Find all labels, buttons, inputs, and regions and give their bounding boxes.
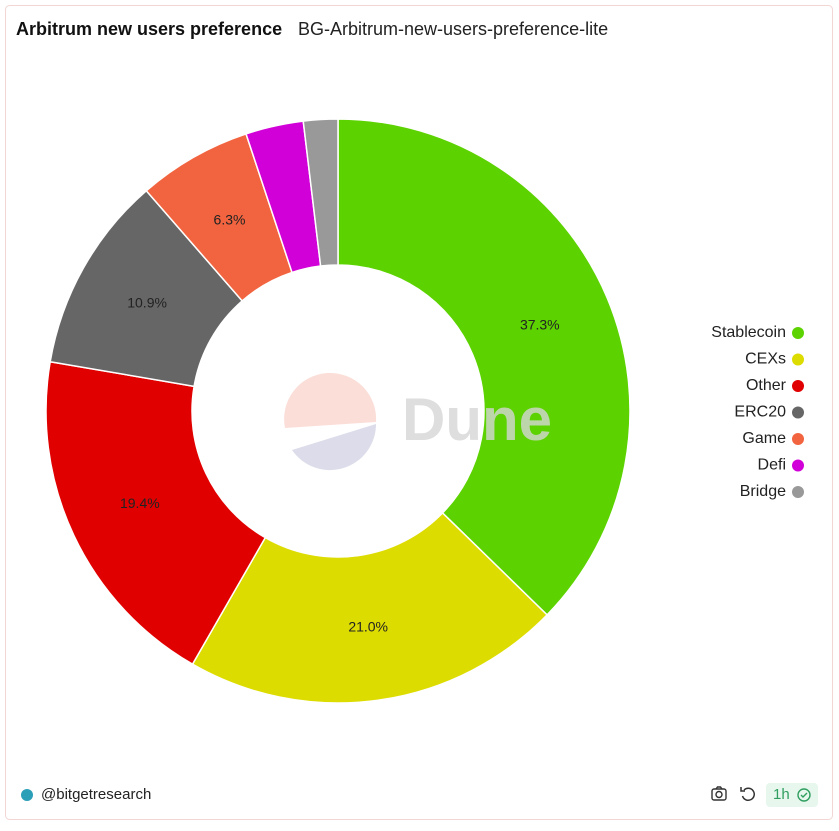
slice: [45, 360, 267, 666]
slice: [49, 189, 244, 388]
legend-swatch: [792, 486, 804, 498]
legend-label: Game: [742, 430, 786, 447]
legend-label: Defi: [758, 457, 786, 474]
watermark-text: Dune: [402, 386, 552, 453]
legend-label: CEXs: [745, 351, 786, 368]
legend-swatch: [792, 380, 804, 392]
watermark: Dune: [284, 372, 552, 471]
legend-label: Bridge: [740, 483, 786, 500]
data-label: 19.4%: [120, 495, 160, 511]
legend-swatch: [792, 459, 804, 472]
legend-label: Other: [746, 377, 787, 394]
refresh-interval: 1h: [773, 786, 790, 803]
check-icon: [797, 788, 811, 802]
slice: [337, 118, 631, 616]
slice: [191, 511, 549, 704]
legend-label: Stablecoin: [711, 324, 786, 341]
legend-swatch: [792, 327, 804, 339]
watermark-logo-bottom: [292, 424, 377, 471]
legend-label: ERC20: [734, 404, 786, 421]
data-label: 21.0%: [348, 619, 388, 635]
legend-swatch: [792, 406, 804, 419]
data-label: 6.3%: [214, 211, 246, 227]
legend-swatch: [792, 433, 804, 445]
chart-subtitle: BG-Arbitrum-new-users-preference-lite: [298, 19, 608, 39]
chart-title: Arbitrum new users preference: [16, 19, 282, 39]
data-label: 37.3%: [520, 317, 560, 333]
watermark-logo-top: [284, 372, 377, 428]
camera-icon[interactable]: [711, 786, 727, 801]
refresh-icon[interactable]: [740, 787, 755, 801]
data-label: 10.9%: [127, 294, 167, 310]
author[interactable]: @bitgetresearch: [41, 786, 151, 803]
author-icon: [21, 789, 33, 801]
legend-swatch: [792, 353, 804, 366]
slice: [302, 118, 339, 267]
